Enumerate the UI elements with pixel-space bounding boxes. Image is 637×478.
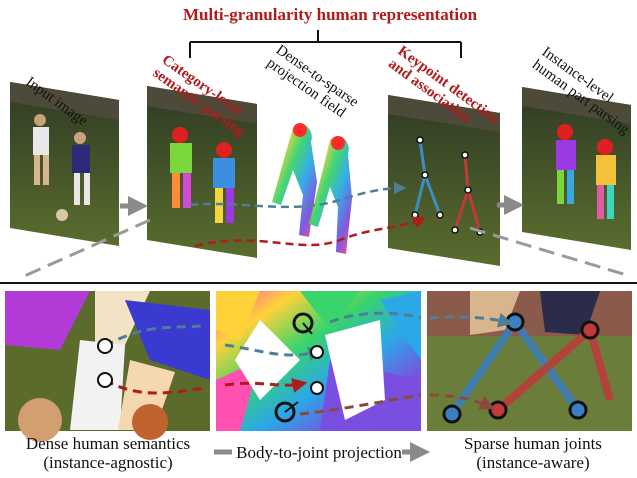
sparse-joints-line-2: (instance-aware) (476, 453, 590, 472)
sparse-joints-zoom (427, 291, 632, 431)
projection-field-zoom (216, 291, 422, 431)
figure-title: Multi-granularity human representation (183, 5, 478, 24)
guide-lines (19, 218, 631, 280)
dense-semantics-zoom (5, 291, 210, 442)
semantic-parsing-panel (147, 86, 257, 258)
body-to-joint-caption: Body-to-joint projection (236, 443, 402, 462)
dense-semantics-line-1: Dense human semantics (25, 434, 191, 453)
sparse-joints-line-1: Sparse human joints (464, 434, 602, 453)
flow-arrows (120, 195, 524, 216)
title-bracket (189, 30, 462, 58)
sparse-joints-caption: Sparse human joints (instance-aware) (435, 434, 631, 472)
dense-semantics-line-2: (instance-agnostic) (43, 453, 173, 472)
projection-field-panel (260, 115, 370, 265)
instance-parsing-panel (522, 87, 631, 250)
blue-projection-path (189, 181, 407, 209)
input-image-panel (10, 82, 119, 246)
dense-semantics-caption: Dense human semantics (instance-agnostic… (10, 434, 206, 472)
